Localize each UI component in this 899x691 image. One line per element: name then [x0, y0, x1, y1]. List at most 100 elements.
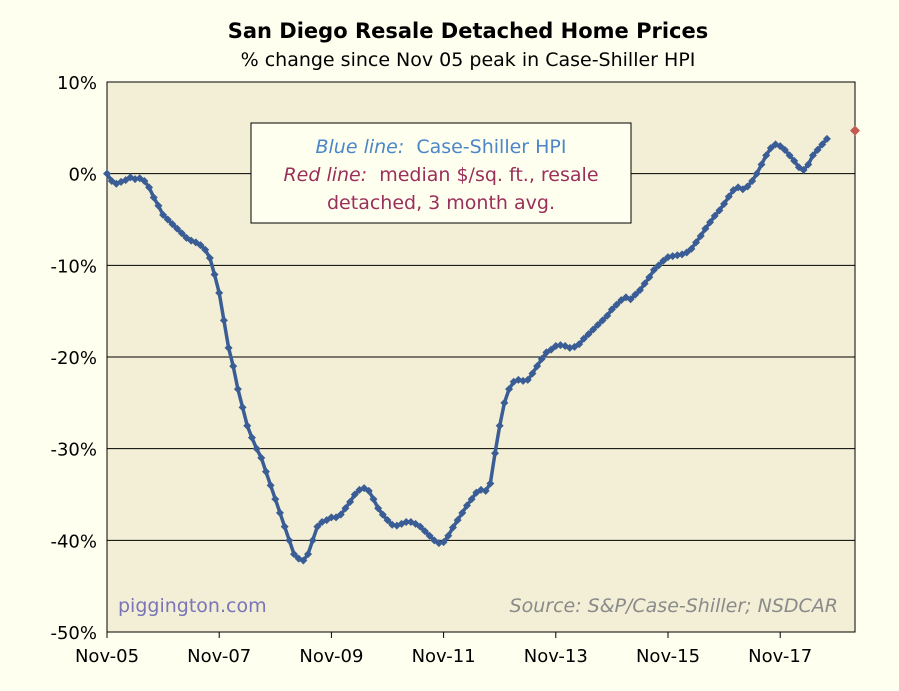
case-shiller-point [547, 345, 556, 354]
case-shiller-point [444, 531, 453, 540]
case-shiller-point [533, 362, 542, 371]
case-shiller-point [682, 248, 691, 257]
case-shiller-point [822, 134, 831, 143]
case-shiller-point [776, 142, 785, 151]
case-shiller-point [383, 516, 392, 525]
case-shiller-point [224, 343, 233, 352]
case-shiller-point [748, 177, 757, 185]
case-shiller-point [168, 220, 177, 229]
case-shiller-point [780, 145, 789, 154]
case-shiller-point [140, 177, 149, 185]
x-tick-label: Nov-09 [299, 646, 363, 667]
case-shiller-point [481, 486, 490, 495]
case-shiller-point [462, 501, 471, 510]
case-shiller-point [215, 288, 224, 297]
case-shiller-point [528, 369, 537, 378]
case-shiller-point [579, 334, 588, 343]
case-shiller-point [243, 421, 252, 430]
legend-box: Blue line: Case-Shiller HPI Red line: me… [250, 122, 632, 224]
case-shiller-point [233, 385, 242, 394]
legend-red-text-1: median $/sq. ft., resale [379, 164, 598, 186]
case-shiller-point [486, 479, 495, 488]
y-tick-label: -10% [50, 256, 97, 277]
case-shiller-point [275, 508, 284, 517]
y-tick-label: -50% [50, 623, 97, 644]
case-shiller-point [710, 211, 719, 220]
x-tick-label: Nov-15 [636, 646, 700, 667]
case-shiller-point [589, 325, 598, 334]
case-shiller-point [420, 527, 429, 536]
case-shiller-point [752, 169, 761, 178]
case-shiller-point [416, 522, 425, 531]
legend-blue-label: Blue line: [315, 136, 404, 158]
case-shiller-point [706, 218, 715, 227]
plot-border [106, 81, 856, 633]
legend-red-text-2: detached, 3 month avg. [327, 192, 555, 214]
series-layer [103, 125, 860, 565]
case-shiller-point [762, 151, 771, 160]
case-shiller-point [341, 504, 350, 513]
case-shiller-point [584, 330, 593, 339]
chart-subtitle: % change since Nov 05 peak in Case-Shill… [241, 49, 696, 71]
case-shiller-point [205, 254, 214, 262]
case-shiller-point [252, 444, 261, 453]
case-shiller-point [247, 433, 256, 442]
case-shiller-point [635, 286, 644, 295]
case-shiller-point [640, 279, 649, 288]
case-shiller-point [724, 192, 733, 201]
x-tick-marks [106, 632, 781, 638]
case-shiller-point [177, 229, 186, 238]
case-shiller-point [799, 166, 808, 174]
chart-title: San Diego Resale Detached Home Prices [228, 19, 708, 43]
case-shiller-point [766, 144, 775, 152]
case-shiller-point [219, 316, 228, 325]
case-shiller-point [453, 516, 462, 525]
case-shiller-point [425, 531, 434, 540]
case-shiller-point [649, 265, 658, 274]
case-shiller-point [500, 398, 509, 407]
case-shiller-point [598, 316, 607, 325]
case-shiller-point [280, 522, 289, 531]
case-shiller-point [743, 182, 752, 191]
case-shiller-point [631, 290, 640, 299]
case-shiller-point [346, 497, 355, 506]
case-shiller-point [664, 253, 672, 262]
legend-line-1: Blue line: Case-Shiller HPI [315, 136, 566, 158]
y-tick-labels: 10% 0% -10% -20% -30% -40% -50% [50, 73, 97, 644]
case-shiller-point [607, 305, 616, 314]
case-shiller-point [261, 467, 270, 476]
case-shiller-point [229, 362, 238, 371]
watermark-text: piggington.com [118, 595, 267, 617]
y-tick-label: -30% [50, 440, 97, 461]
case-shiller-point [173, 224, 182, 233]
case-shiller-point [785, 151, 794, 160]
case-shiller-point [159, 210, 168, 219]
legend-blue-text: Case-Shiller HPI [416, 136, 566, 158]
case-shiller-point [804, 160, 813, 169]
case-shiller-point [491, 449, 500, 458]
legend-frame [250, 122, 632, 224]
y-tick-label: -20% [50, 348, 97, 369]
case-shiller-point [210, 270, 219, 279]
y-tick-label: 0% [68, 165, 97, 186]
case-shiller-point [299, 556, 308, 565]
case-shiller-point [257, 453, 266, 462]
case-shiller-point [369, 495, 378, 504]
case-shiller-point [696, 232, 705, 240]
case-shiller-point [818, 140, 827, 149]
case-shiller-point [238, 403, 247, 412]
case-shiller-point [364, 486, 373, 495]
x-tick-label: Nov-13 [524, 646, 588, 667]
case-shiller-point [505, 385, 514, 394]
case-shiller-point [402, 518, 411, 526]
case-shiller-point [715, 206, 724, 215]
case-shiller-point [149, 193, 158, 202]
case-shiller-point [196, 241, 205, 250]
case-shiller-point [654, 261, 663, 270]
y-tick-label: -40% [50, 531, 97, 552]
case-shiller-point [467, 495, 476, 504]
case-shiller-point [163, 215, 172, 224]
case-shiller-point [285, 536, 294, 545]
